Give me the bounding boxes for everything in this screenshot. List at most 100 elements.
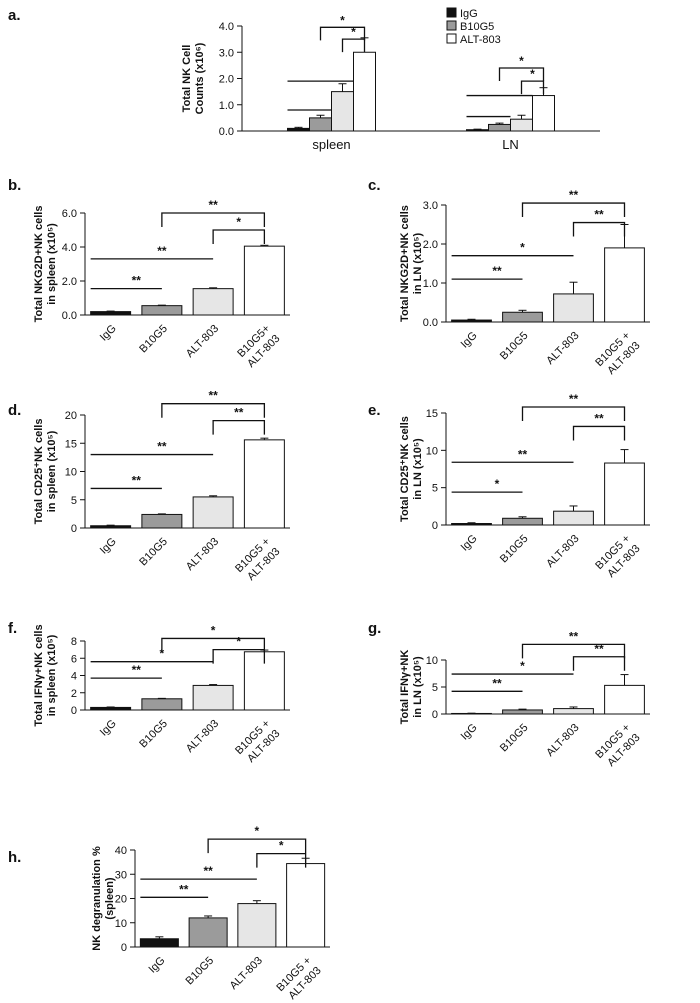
significance-bracket <box>161 637 266 653</box>
y-tick-label: 15 <box>65 438 77 450</box>
x-tick-label: ALT-803 <box>184 718 221 755</box>
x-tick-label: B10G5 <box>137 323 170 356</box>
y-axis-label: in spleen (x10⁵) <box>46 223 58 305</box>
x-tick-label: IgG <box>146 955 167 976</box>
y-tick-label: 0 <box>432 709 438 721</box>
significance-bracket <box>212 229 266 244</box>
panel-h: h. 0 10 20 30 40 NK degranulation % (spleen) IgG… <box>8 824 330 1002</box>
bar <box>466 129 489 132</box>
significance-bracket <box>520 80 545 95</box>
significance-label: * <box>351 25 356 39</box>
bar <box>553 510 594 526</box>
bar <box>141 698 183 711</box>
y-tick-label: 6.0 <box>62 208 77 220</box>
x-tick-label: ALT-803 <box>228 955 265 992</box>
bar <box>604 684 645 715</box>
panel-label: f. <box>8 620 17 637</box>
panel-label: a. <box>8 7 21 24</box>
y-tick-label: 3.0 <box>423 200 438 212</box>
significance-label: ** <box>132 274 142 288</box>
significance-bracket <box>207 838 307 854</box>
bar <box>353 51 376 132</box>
y-tick-label: 0 <box>432 520 438 532</box>
x-tick-label: ALT-803 <box>184 536 221 573</box>
legend-label: IgG <box>460 8 478 20</box>
y-tick-label: 30 <box>115 869 127 881</box>
y-axis-label: in spleen (x10⁵) <box>46 634 58 716</box>
significance-label: ** <box>208 198 218 212</box>
x-group-label: LN <box>502 137 519 152</box>
x-tick-label: IgG <box>98 718 119 739</box>
bar <box>553 708 594 715</box>
bar <box>502 311 543 323</box>
y-tick-label: 4 <box>71 671 77 683</box>
y-tick-label: 2.0 <box>423 239 438 251</box>
x-tick-label: IgG <box>459 722 480 743</box>
y-tick-label: 3.0 <box>219 47 234 59</box>
significance-label: ** <box>203 864 213 878</box>
bar <box>488 123 511 132</box>
significance-bracket <box>521 643 626 659</box>
bar <box>502 517 543 526</box>
x-tick-label: IgG <box>459 330 480 351</box>
bar <box>502 709 543 715</box>
y-axis-label: Total NK Cell <box>181 45 193 113</box>
bar <box>192 684 234 711</box>
significance-bracket <box>341 38 366 53</box>
x-tick-label: IgG <box>459 533 480 554</box>
bar <box>139 938 179 948</box>
bar <box>331 91 354 132</box>
y-tick-label: 15 <box>426 408 438 420</box>
significance-bracket <box>572 425 626 441</box>
x-tick-label: B10G5 <box>137 536 170 569</box>
significance-bracket <box>161 403 266 418</box>
bar <box>286 863 326 948</box>
bar <box>451 319 492 323</box>
significance-label: ** <box>179 882 189 896</box>
y-tick-label: 0 <box>71 705 77 717</box>
panel-label: g. <box>368 620 381 637</box>
significance-bracket <box>212 648 266 664</box>
significance-label: ** <box>234 406 244 420</box>
y-tick-label: 20 <box>115 894 127 906</box>
y-tick-label: 10 <box>115 918 127 930</box>
y-axis-label: in LN (x10⁵) <box>412 438 424 500</box>
y-axis-label: Total CD25⁺NK cells <box>33 419 45 525</box>
bar <box>188 917 228 948</box>
y-tick-label: 5 <box>432 483 438 495</box>
y-axis-label: Total IFNγ+NK <box>399 650 411 725</box>
bar <box>90 525 132 529</box>
legend-label: B10G5 <box>460 21 494 33</box>
significance-bracket <box>521 202 626 218</box>
bar <box>510 118 533 132</box>
y-tick-label: 0 <box>71 523 77 535</box>
significance-label: ** <box>157 244 167 258</box>
significance-label: * <box>279 839 284 853</box>
significance-label: * <box>236 215 241 229</box>
y-tick-label: 5 <box>432 682 438 694</box>
y-tick-label: 0.0 <box>62 310 77 322</box>
y-axis-label: (spleen) <box>104 877 116 920</box>
y-tick-label: 10 <box>65 467 77 479</box>
bar <box>243 439 285 529</box>
y-tick-label: 0.0 <box>219 126 234 138</box>
bar <box>604 462 645 526</box>
bar <box>141 513 183 529</box>
panel-a: a. 0.0 1.0 2.0 3.0 4.0 Total NK Cell Counts (x1… <box>8 7 600 152</box>
x-tick-label: ALT-803 <box>544 330 581 367</box>
bar <box>451 523 492 526</box>
significance-label: ** <box>594 642 604 656</box>
legend-swatch <box>446 33 457 44</box>
y-tick-label: 0.0 <box>423 317 438 329</box>
significance-label: ** <box>132 663 142 677</box>
x-tick-label: B10G5 <box>498 722 531 755</box>
y-tick-label: 10 <box>426 445 438 457</box>
significance-bracket <box>521 406 626 422</box>
significance-label: * <box>160 647 165 661</box>
panel-f: f. 0 2 4 6 8 Total IFNγ+NK cells in spleen (x10… <box>8 620 290 765</box>
x-tick-label: ALT-803 <box>544 722 581 759</box>
y-axis-label: in LN (x10⁵) <box>412 656 424 718</box>
y-tick-label: 4.0 <box>62 242 77 254</box>
x-tick-label: B10G5 <box>184 955 217 988</box>
